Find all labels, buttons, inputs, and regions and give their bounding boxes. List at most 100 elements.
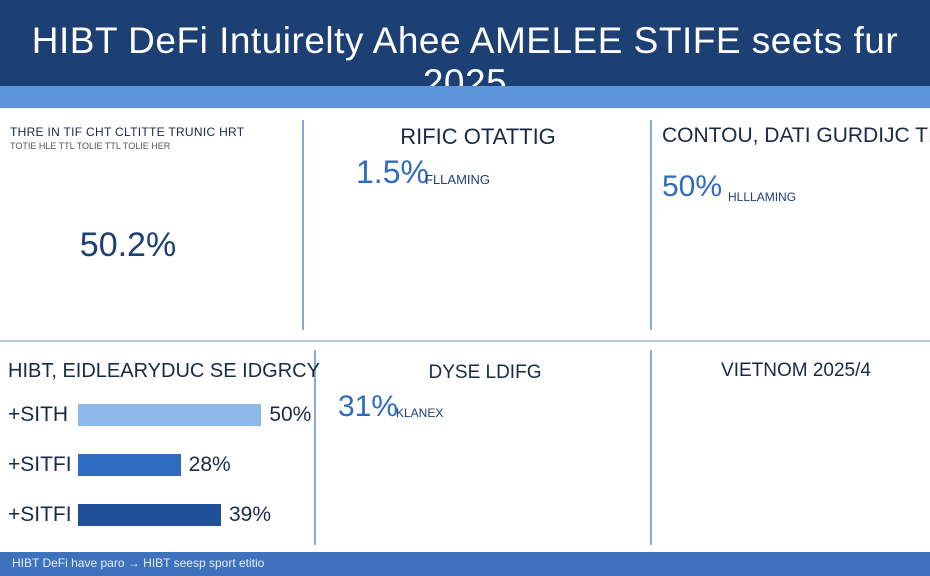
data-point <box>471 445 484 459</box>
value-label: 39% <box>229 503 272 526</box>
bar-label: 1EST <box>524 305 552 317</box>
value-label: 28% <box>188 453 231 476</box>
category-label: +SITFI <box>8 453 72 476</box>
x-tick-label: 15.2'0S <box>522 531 559 543</box>
data-point <box>798 459 812 473</box>
divider <box>650 120 652 330</box>
area-fill <box>712 415 930 500</box>
area-fill <box>340 437 615 527</box>
divider <box>314 350 316 545</box>
x-tick-label: 1BY <box>703 520 722 531</box>
x-tick-label: FD <box>819 520 832 531</box>
series-line <box>699 181 923 294</box>
bar-label: AN <box>353 305 368 317</box>
x-tick-label: Mpo <box>586 330 607 342</box>
bar <box>582 173 612 322</box>
x-tick-label: 4.6K <box>816 508 837 519</box>
x-tick-label: 10/4 FIU <box>858 315 896 326</box>
panel1-subheading: TOTIE HLE TTL TOLIE TTL TOLIE HER <box>10 141 171 151</box>
data-point <box>782 240 796 255</box>
data-label: 10.3% <box>750 253 776 263</box>
area-bar <box>837 222 878 305</box>
y-tick-label: 1.2495 <box>670 423 698 433</box>
bar <box>405 254 435 322</box>
x-tick-label: 10.5G <box>463 531 493 543</box>
bar-label: 1BIK <box>467 305 492 317</box>
data-point <box>892 437 906 451</box>
category-label: +SITH <box>8 403 69 426</box>
divider <box>650 350 652 545</box>
ring-value: 50.2% <box>79 226 177 264</box>
x-tick-label: MA3 <box>702 508 723 519</box>
data-point <box>915 175 929 190</box>
chart-title: VIETNOM 2025/4 <box>721 360 871 381</box>
divider <box>0 340 930 342</box>
data-label: 11.4% <box>585 157 610 167</box>
callout-label: KLANEX <box>396 406 444 420</box>
panel4-heading: HIBT, EIDLEARYDUC SE IDGRCY <box>8 360 320 382</box>
x-tick-label: HBT 3.4K5 <box>739 315 788 326</box>
data-point <box>830 448 844 462</box>
chart-title: DYSE LDIFG <box>428 362 542 383</box>
bar <box>78 454 181 476</box>
x-tick-label: 20.2'N2 <box>583 531 621 543</box>
data-label: 13.3% <box>706 307 732 317</box>
area-bar <box>700 292 741 305</box>
x-tick-label: Tl/y <box>529 330 547 342</box>
data-point <box>333 502 347 516</box>
bar <box>346 283 376 322</box>
panel1-heading: THRE IN TIF CHT CLTITTE TRUNIC HRT <box>10 125 245 139</box>
bar <box>78 504 221 526</box>
callout-label: HLLLAMING <box>728 190 797 204</box>
data-point <box>737 263 752 277</box>
category-label: +SITFI <box>8 503 72 526</box>
x-tick-label: Teilt <box>469 330 489 342</box>
callout-label: FLLAMING <box>425 172 491 187</box>
data-point <box>826 218 840 232</box>
page-title: HIBT DeFi Intuirelty Ahee AMELEE STIFE s… <box>31 20 899 103</box>
x-tick-label: 10G0. 103K <box>679 315 733 326</box>
data-point <box>693 285 707 300</box>
x-tick-label: 4.5/ <box>875 508 892 519</box>
arrow-icon <box>60 190 90 216</box>
bar <box>523 195 553 322</box>
data-point <box>574 409 588 423</box>
y-tick-label: 1.2495 <box>670 440 698 450</box>
x-tick-label: FH <box>762 520 775 531</box>
y-tick-label: 2.0690 <box>670 456 698 466</box>
x-tick-label: 6.51 <box>759 508 779 519</box>
x-tick-label: 13.80'4 <box>336 531 372 543</box>
divider <box>302 120 304 330</box>
y-tick-label: 0.580 <box>675 390 698 400</box>
data-point <box>402 472 416 486</box>
data-point <box>870 198 885 212</box>
data-point <box>861 451 875 465</box>
data-label: 5.1K <box>884 219 903 229</box>
data-point <box>767 456 781 470</box>
data-point <box>436 457 450 471</box>
data-label: 3.3% <box>928 166 930 176</box>
area-bar <box>881 205 922 305</box>
bar-label: 190K <box>584 305 610 317</box>
bar <box>78 404 262 426</box>
footer-text: HIBT DeFi have paro → HIBT seesp sport e… <box>12 556 265 570</box>
x-tick-label: 11.40'0 <box>399 531 434 543</box>
y-tick-label: 2.580 <box>675 473 698 483</box>
callout-value: 50% <box>662 170 723 203</box>
data-label: 3.7% <box>528 180 549 190</box>
callout-value: 31% <box>338 390 399 423</box>
x-tick-label: Eyer <box>409 330 432 342</box>
data-point <box>608 394 622 408</box>
data-point <box>539 421 553 435</box>
data-point <box>505 430 519 444</box>
x-tick-label: 10CH 10.4KA <box>789 315 850 326</box>
data-point <box>367 481 381 495</box>
chart-title: CONTOU, DATI GURDIJC TIOP <box>662 124 930 147</box>
y-tick-label: 2.2495 <box>670 407 698 417</box>
area-bar <box>748 267 789 305</box>
footer-bar <box>0 552 930 576</box>
data-label: 3.38% <box>895 422 923 433</box>
x-tick-label: Ocsks <box>346 330 377 342</box>
header-banner <box>0 0 930 86</box>
ring-arc <box>59 177 198 317</box>
